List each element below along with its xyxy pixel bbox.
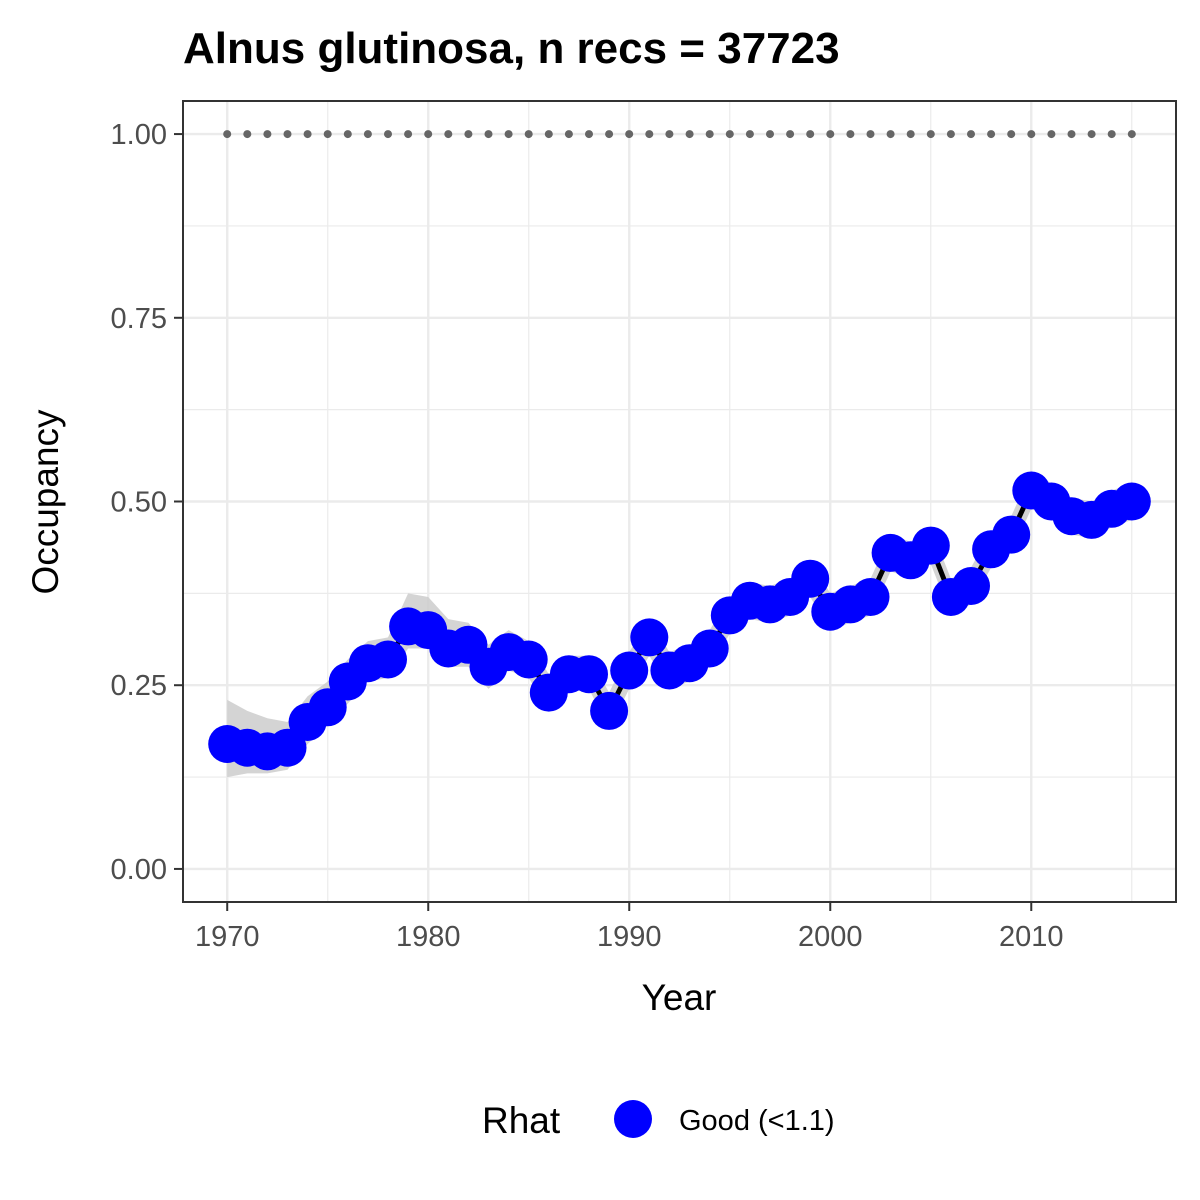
reference-dot [946, 130, 955, 139]
reference-dot [685, 130, 694, 139]
data-point-1973 [268, 728, 307, 767]
reference-dot [806, 130, 815, 139]
reference-dot [766, 130, 774, 139]
data-point-2002 [851, 578, 890, 616]
reference-dot [484, 130, 493, 139]
reference-dot [564, 130, 573, 139]
reference-dot [464, 130, 473, 139]
reference-dot [1047, 130, 1056, 139]
data-point-1978 [369, 640, 407, 679]
reference-dot [504, 130, 513, 139]
reference-dot [1007, 130, 1016, 139]
y-tick-label: 0.00 [111, 854, 167, 886]
reference-dot [967, 130, 975, 139]
reference-dot [524, 130, 533, 139]
reference-dot [625, 130, 634, 139]
reference-dot [987, 130, 996, 139]
reference-dot [866, 130, 875, 139]
reference-dot [544, 130, 553, 139]
legend-title: Rhat [482, 1100, 561, 1141]
data-point-1994 [690, 629, 729, 668]
reference-dot [303, 130, 312, 139]
reference-dot [1107, 130, 1116, 139]
reference-dot [906, 130, 915, 139]
reference-dot [384, 130, 392, 139]
reference-dot [1027, 130, 1036, 139]
y-tick-label: 1.00 [111, 119, 167, 151]
y-axis: 0.00 0.25 0.50 0.75 1.00 [111, 119, 183, 886]
data-point-2015 [1112, 482, 1151, 521]
x-axis-title: Year [642, 977, 717, 1018]
reference-dot [343, 130, 352, 139]
x-tick-label: 2000 [798, 921, 863, 953]
data-point-2009 [992, 515, 1031, 554]
reference-dot [1067, 130, 1076, 139]
y-tick-label: 0.75 [111, 303, 167, 335]
reference-dot [926, 130, 935, 139]
x-tick-label: 1970 [195, 921, 260, 953]
reference-dot [424, 130, 433, 139]
reference-dot [585, 130, 593, 139]
reference-dot [605, 130, 614, 139]
y-tick-label: 0.50 [111, 487, 167, 519]
reference-dot [363, 130, 372, 139]
x-tick-label: 2010 [999, 921, 1064, 953]
y-tick-label: 0.25 [111, 670, 167, 702]
data-point-1975 [308, 688, 347, 727]
reference-dot [243, 130, 252, 139]
chart-title: Alnus glutinosa, n recs = 37723 [183, 24, 840, 73]
reference-dot [725, 130, 734, 139]
reference-dot [826, 130, 835, 139]
reference-dot [786, 130, 795, 139]
x-axis: 1970 1980 1990 2000 2010 [195, 902, 1064, 953]
reference-dots [223, 130, 1136, 139]
reference-dot [665, 130, 674, 139]
reference-dot [1127, 130, 1136, 139]
data-point-1990 [610, 651, 649, 690]
reference-dot [705, 130, 714, 139]
legend-key-good [614, 1100, 652, 1138]
data-point-1999 [791, 559, 830, 598]
y-axis-title: Occupancy [25, 409, 66, 595]
x-tick-label: 1990 [597, 921, 662, 953]
reference-dot [323, 130, 332, 139]
data-point-1989 [590, 691, 629, 730]
data-point-2007 [952, 567, 990, 605]
plot-panel [182, 100, 1177, 903]
data-point-1988 [570, 655, 608, 694]
data-points [208, 471, 1151, 771]
reference-dot [444, 130, 453, 139]
data-point-1985 [509, 640, 548, 679]
reference-dot [223, 130, 232, 139]
x-tick-label: 1980 [396, 921, 461, 953]
reference-dot [263, 130, 272, 139]
legend-label-good: Good (<1.1) [679, 1105, 835, 1137]
reference-dot [645, 130, 654, 139]
reference-dot [745, 130, 754, 139]
reference-dot [1087, 130, 1096, 139]
reference-dot [886, 130, 895, 139]
data-point-1991 [630, 618, 669, 657]
reference-dot [404, 130, 413, 139]
legend: Rhat Good (<1.1) [482, 1100, 835, 1141]
reference-dot [846, 130, 855, 139]
data-point-2005 [911, 526, 950, 565]
reference-dot [283, 130, 292, 139]
